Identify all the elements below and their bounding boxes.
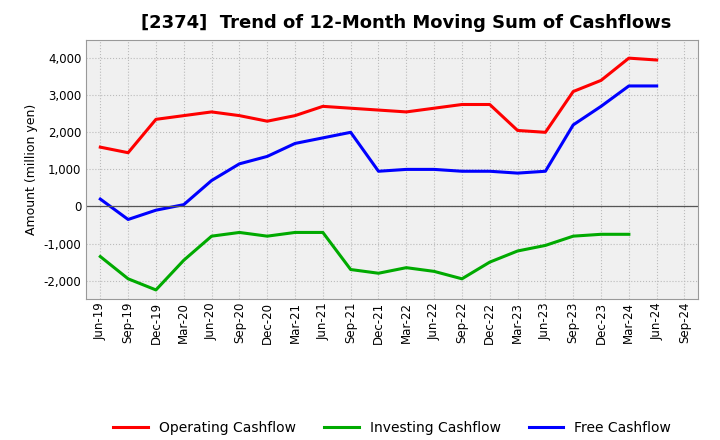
Text: [2374]  Trend of 12-Month Moving Sum of Cashflows: [2374] Trend of 12-Month Moving Sum of C…: [141, 15, 672, 33]
Free Cashflow: [513, 170, 522, 176]
Investing Cashflow: [597, 231, 606, 237]
Investing Cashflow: [124, 276, 132, 282]
Operating Cashflow: [152, 117, 161, 122]
Line: Operating Cashflow: Operating Cashflow: [100, 58, 657, 153]
Operating Cashflow: [179, 113, 188, 118]
Free Cashflow: [624, 83, 633, 88]
Investing Cashflow: [485, 260, 494, 265]
Free Cashflow: [430, 167, 438, 172]
Operating Cashflow: [263, 118, 271, 124]
Free Cashflow: [597, 104, 606, 109]
Investing Cashflow: [152, 287, 161, 293]
Investing Cashflow: [346, 267, 355, 272]
Operating Cashflow: [597, 78, 606, 83]
Investing Cashflow: [374, 271, 383, 276]
Operating Cashflow: [652, 57, 661, 62]
Free Cashflow: [96, 196, 104, 202]
Operating Cashflow: [374, 107, 383, 113]
Investing Cashflow: [402, 265, 410, 270]
Free Cashflow: [652, 83, 661, 88]
Operating Cashflow: [485, 102, 494, 107]
Free Cashflow: [569, 122, 577, 128]
Operating Cashflow: [430, 106, 438, 111]
Operating Cashflow: [402, 109, 410, 114]
Free Cashflow: [458, 169, 467, 174]
Operating Cashflow: [207, 109, 216, 114]
Operating Cashflow: [318, 104, 327, 109]
Investing Cashflow: [430, 269, 438, 274]
Investing Cashflow: [624, 231, 633, 237]
Investing Cashflow: [207, 234, 216, 239]
Operating Cashflow: [624, 55, 633, 61]
Free Cashflow: [318, 135, 327, 140]
Free Cashflow: [346, 130, 355, 135]
Free Cashflow: [124, 217, 132, 222]
Legend: Operating Cashflow, Investing Cashflow, Free Cashflow: Operating Cashflow, Investing Cashflow, …: [108, 415, 677, 440]
Free Cashflow: [541, 169, 550, 174]
Investing Cashflow: [235, 230, 243, 235]
Y-axis label: Amount (million yen): Amount (million yen): [25, 104, 38, 235]
Operating Cashflow: [569, 89, 577, 94]
Line: Free Cashflow: Free Cashflow: [100, 86, 657, 220]
Free Cashflow: [485, 169, 494, 174]
Free Cashflow: [263, 154, 271, 159]
Free Cashflow: [374, 169, 383, 174]
Free Cashflow: [402, 167, 410, 172]
Investing Cashflow: [513, 248, 522, 253]
Investing Cashflow: [179, 258, 188, 263]
Operating Cashflow: [513, 128, 522, 133]
Investing Cashflow: [291, 230, 300, 235]
Investing Cashflow: [96, 254, 104, 259]
Operating Cashflow: [346, 106, 355, 111]
Line: Investing Cashflow: Investing Cashflow: [100, 232, 629, 290]
Operating Cashflow: [96, 144, 104, 150]
Operating Cashflow: [541, 130, 550, 135]
Investing Cashflow: [541, 243, 550, 248]
Operating Cashflow: [235, 113, 243, 118]
Investing Cashflow: [263, 234, 271, 239]
Operating Cashflow: [291, 113, 300, 118]
Free Cashflow: [235, 161, 243, 166]
Free Cashflow: [207, 178, 216, 183]
Free Cashflow: [152, 208, 161, 213]
Free Cashflow: [179, 202, 188, 207]
Investing Cashflow: [318, 230, 327, 235]
Operating Cashflow: [124, 150, 132, 155]
Investing Cashflow: [458, 276, 467, 282]
Operating Cashflow: [458, 102, 467, 107]
Free Cashflow: [291, 141, 300, 146]
Investing Cashflow: [569, 234, 577, 239]
